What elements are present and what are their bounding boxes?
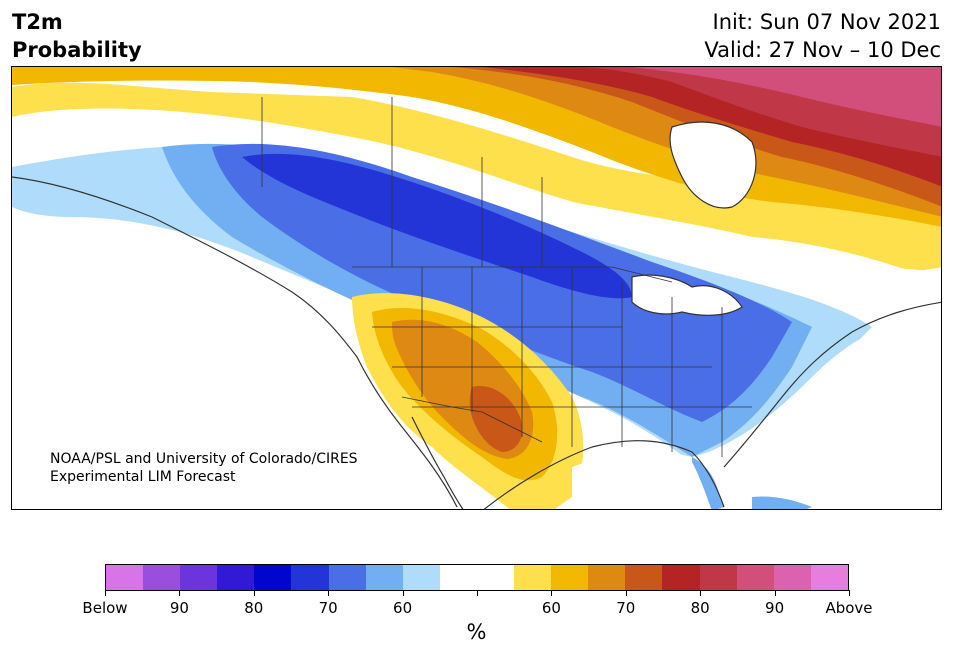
colorbar-segment (254, 565, 292, 590)
colorbar-tick (477, 590, 478, 596)
colorbar-segment (662, 565, 700, 590)
colorbar-tick-label: 60 (393, 599, 413, 617)
colorbar-segment (328, 565, 366, 590)
map-credit: NOAA/PSL and University of Colorado/CIRE… (50, 450, 358, 486)
colorbar-tick-label: 70 (318, 599, 338, 617)
colorbar-segment (402, 565, 440, 590)
map-canvas (12, 67, 941, 509)
colorbar-tick-label: 80 (690, 599, 710, 617)
colorbar-tick-label: Below (82, 599, 128, 617)
cuba (752, 496, 812, 509)
colorbar-tick (551, 590, 553, 596)
credit-line-2: Experimental LIM Forecast (50, 469, 236, 485)
colorbar-segment (810, 565, 848, 590)
pacific-ocean (12, 207, 421, 509)
colorbar-tick (774, 590, 776, 596)
credit-line-1: NOAA/PSL and University of Colorado/CIRE… (50, 451, 358, 467)
colorbar-tick-label: Above (825, 599, 873, 617)
province-lines (261, 97, 543, 267)
coastline-hudson (669, 121, 757, 209)
colorbar-segment (551, 565, 589, 590)
colorbar-tick-label: 80 (244, 599, 264, 617)
colorbar-tick (700, 590, 702, 596)
colorbar-segment (514, 565, 552, 590)
above-band-alaska (12, 82, 941, 272)
gulf-atlantic (572, 317, 941, 509)
chart-title: T2m Probability (12, 8, 142, 64)
colorbar-segment (143, 565, 181, 590)
colorbar-tick (625, 590, 627, 596)
colorbar-segment (476, 565, 515, 590)
colorbar-tick (253, 590, 255, 596)
colorbar-segment (588, 565, 626, 590)
title-line-2: Probability (12, 38, 142, 62)
state-lines (372, 267, 752, 457)
colorbar-segment (217, 565, 255, 590)
valid-period: Valid: 27 Nov – 10 Dec (704, 38, 941, 62)
colorbar-ticks: Below 90 80 70 60 60 70 80 90 Above (82, 590, 873, 620)
init-date: Init: Sun 07 Nov 2021 (712, 10, 941, 34)
above-band-arctic-top (632, 67, 941, 127)
colorbar-segment (699, 565, 737, 590)
colorbar-tick (105, 590, 106, 596)
colorbar-tick (849, 590, 850, 596)
colorbar-tick-label: 70 (616, 599, 636, 617)
coastline-baja (411, 416, 464, 509)
colorbar-segment (291, 565, 329, 590)
colorbar-segment (773, 565, 811, 590)
forecast-map: NOAA/PSL and University of Colorado/CIRE… (11, 66, 942, 510)
colorbar-tick (402, 590, 404, 596)
coastline-gulf (483, 440, 725, 509)
coastline-west (12, 176, 458, 508)
colorbar-segment (625, 565, 663, 590)
great-lakes (632, 275, 742, 316)
colorbar-segment (365, 565, 403, 590)
colorbar (105, 564, 849, 591)
colorbar-tick-label: 60 (541, 599, 561, 617)
florida (692, 457, 724, 509)
colorbar-segment (180, 565, 218, 590)
great-lakes-outline (631, 274, 743, 316)
date-info: Init: Sun 07 Nov 2021 Valid: 27 Nov – 10… (704, 8, 941, 64)
border-us-canada (352, 266, 673, 283)
coastline-east (723, 301, 941, 468)
colorbar-tick (179, 590, 181, 596)
colorbar-tick-label: 90 (765, 599, 785, 617)
colorbar-segment (439, 565, 477, 590)
colorbar-tick (328, 590, 330, 596)
below-band-90 (242, 153, 632, 299)
title-line-1: T2m (12, 10, 63, 34)
colorbar-segment (106, 565, 144, 590)
colorbar-unit-label: % (466, 620, 487, 644)
hudson-bay (670, 122, 756, 208)
colorbar-tick-label: 90 (169, 599, 189, 617)
colorbar-segment (736, 565, 774, 590)
